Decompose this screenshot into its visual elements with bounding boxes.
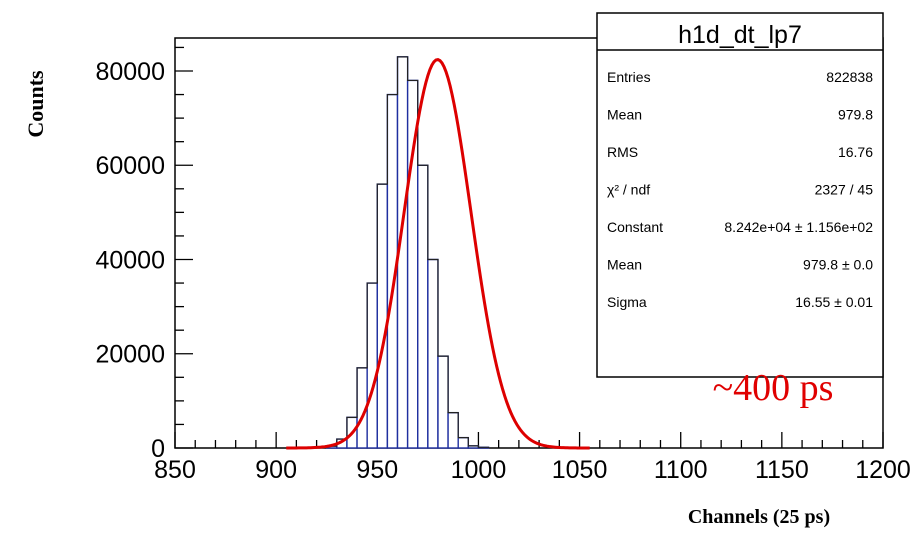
gaussian-fit-curve xyxy=(286,58,590,450)
stats-row-value: 822838 xyxy=(826,69,873,85)
histogram-bin xyxy=(427,258,439,449)
histogram-bin xyxy=(366,282,378,449)
x-tick-label: 1200 xyxy=(855,456,911,484)
stats-row-label: Entries xyxy=(607,69,651,85)
x-axis-title: Channels (25 ps) xyxy=(688,506,830,528)
x-tick-label: 1050 xyxy=(552,456,608,484)
x-tick-label: 1100 xyxy=(654,456,708,484)
histogram-bin xyxy=(447,411,459,449)
stats-row-value: 16.55 ± 0.01 xyxy=(795,294,873,310)
y-tick-label: 60000 xyxy=(95,152,165,180)
x-tick-label: 950 xyxy=(356,456,398,484)
stats-row-value: 979.8 ± 0.0 xyxy=(803,257,873,273)
histogram-bin xyxy=(457,436,470,449)
histogram-outline xyxy=(326,56,490,448)
x-tick-label: 1150 xyxy=(755,456,809,484)
tick-label-group: 850 900 950 1000 1050 1100 1150 1200 0 20000 40000… xyxy=(95,58,910,484)
stats-row-value: 979.8 xyxy=(838,107,873,123)
stats-row-label: RMS xyxy=(607,144,638,160)
stats-row-label: Constant xyxy=(607,219,663,235)
x-tick-label: 850 xyxy=(154,456,196,484)
stats-row-label: χ² / ndf xyxy=(607,182,650,198)
x-tick-label: 900 xyxy=(255,456,297,484)
histogram-bin xyxy=(376,183,389,449)
histogram-bin xyxy=(417,164,429,449)
stats-row-value: 16.76 xyxy=(838,144,873,160)
y-tick-label: 80000 xyxy=(95,58,165,86)
resolution-annotation: ~400 ps xyxy=(713,367,834,409)
stats-box-title: h1d_dt_lp7 xyxy=(678,21,802,49)
y-tick-label: 40000 xyxy=(95,246,165,274)
histogram-bin xyxy=(437,355,449,449)
y-axis-title: Counts xyxy=(23,70,48,138)
stats-box-frame xyxy=(596,12,884,378)
y-tick-label: 20000 xyxy=(95,341,165,369)
x-tick-label: 1000 xyxy=(451,456,507,484)
y-tick-label: 0 xyxy=(151,435,165,463)
histogram-bins xyxy=(326,56,490,449)
stats-row-value: 8.242e+04 ± 1.156e+02 xyxy=(724,219,873,235)
stats-row-label: Sigma xyxy=(607,294,647,310)
stats-box-rows: Entries 822838 Mean 979.8 RMS 16.76 χ² / ndf 23… xyxy=(607,69,873,310)
stats-row-value: 2327 / 45 xyxy=(815,182,874,198)
stats-row-label: Mean xyxy=(607,107,642,123)
stats-box: h1d_dt_lp7 Entries 822838 Mean 979.8 RMS 16.7… xyxy=(596,12,884,378)
stats-row-label: Mean xyxy=(607,257,642,273)
